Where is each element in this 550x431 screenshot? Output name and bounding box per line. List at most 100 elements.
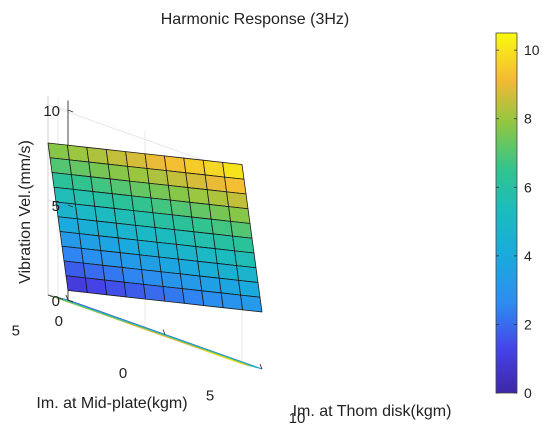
- y-tick-mark: [57, 297, 64, 300]
- surface-cell: [208, 204, 232, 222]
- surface-cell: [75, 203, 98, 222]
- surface-cell: [152, 212, 175, 231]
- surface-cell: [191, 216, 214, 235]
- y-tick-mark: [47, 294, 54, 298]
- colorbar-tick-label: 10: [524, 42, 540, 58]
- surface-cell: [63, 260, 86, 279]
- surface-cell: [81, 247, 104, 266]
- surface-cell: [141, 269, 164, 287]
- surface-cell: [197, 260, 220, 279]
- x-tick-label: 5: [206, 388, 214, 405]
- surface-cell: [212, 233, 236, 252]
- surface-cell: [179, 273, 203, 292]
- z-tick-mark: [67, 109, 74, 113]
- surface-cell: [158, 256, 181, 275]
- x-tick-mark: [65, 294, 69, 301]
- contour-line: [203, 349, 244, 365]
- surface-cell: [71, 174, 94, 192]
- surface-cell: [171, 214, 195, 233]
- surface-cell: [160, 271, 183, 290]
- surface-cell: [214, 248, 238, 267]
- surface-cell: [59, 231, 82, 249]
- surface-cell: [83, 262, 106, 281]
- surface-cell: [224, 176, 247, 195]
- surface-cell: [127, 165, 150, 184]
- surface-cell: [143, 283, 166, 302]
- colorbar-ticks: 0 2 4 6 8 10: [496, 42, 540, 401]
- surface-cell: [85, 277, 108, 296]
- floor-contours: [47, 294, 263, 370]
- y-tick-mark: [67, 299, 74, 303]
- surface-cell: [210, 218, 234, 237]
- x-tick-mark: [259, 363, 263, 370]
- surface-cell: [105, 149, 128, 167]
- surface-cell: [146, 168, 169, 186]
- surface-cell: [119, 252, 143, 271]
- surface-cell: [90, 176, 113, 195]
- surface-cell: [222, 161, 245, 180]
- surface-cell: [240, 294, 263, 313]
- surface-cell: [232, 235, 255, 254]
- surface-cell: [61, 245, 84, 264]
- chart-title: Harmonic Response (3Hz): [161, 11, 350, 28]
- surface-cell: [139, 254, 162, 273]
- x-tick-label: 10: [289, 410, 306, 427]
- surface-cell: [102, 264, 125, 283]
- surface-cell: [137, 239, 160, 258]
- surface-cell: [135, 224, 158, 243]
- surface-cell: [113, 208, 137, 226]
- surface-cell: [236, 265, 259, 283]
- surface-cell: [199, 275, 222, 294]
- surface-cell: [69, 159, 92, 178]
- surface-cell: [234, 250, 257, 269]
- surface-cell: [107, 163, 131, 182]
- surface-cell: [183, 157, 206, 176]
- surface-cell: [121, 267, 145, 285]
- surface-cell: [202, 159, 226, 178]
- surface-cell: [193, 231, 216, 250]
- x-tick-label: 0: [119, 365, 127, 382]
- surface-cell: [165, 170, 189, 188]
- surface-cell: [228, 206, 251, 224]
- y-tick-label: 5: [12, 323, 20, 340]
- surface-cell: [187, 187, 210, 205]
- y-tick-label: 0: [55, 313, 63, 330]
- surface-cell: [150, 197, 173, 216]
- surface-cell: [133, 210, 156, 228]
- colorbar-tick-label: 4: [524, 248, 532, 264]
- surface-cell: [163, 155, 187, 174]
- surface-cell: [185, 172, 208, 191]
- surface-cell: [115, 222, 139, 241]
- surface-cell: [67, 144, 90, 163]
- surface-cell: [77, 218, 100, 237]
- y-axis-label: Im. at Mid-plate(kgm): [36, 395, 187, 412]
- surface-cell: [86, 146, 109, 165]
- surface-cell: [206, 189, 230, 208]
- z-tick-label: 0: [52, 293, 60, 310]
- surface-cell: [123, 281, 147, 300]
- surface-cell: [218, 277, 242, 296]
- x-axis-label: Im. at Thom disk(kgm): [293, 403, 452, 420]
- surface-mesh: [47, 142, 263, 313]
- surface-cell: [226, 191, 249, 210]
- surface-cell: [230, 220, 253, 239]
- surface-cell: [220, 292, 244, 311]
- surface-cell: [162, 286, 185, 304]
- surface-cell: [181, 288, 205, 306]
- surface-cell: [57, 216, 80, 235]
- surface-cell: [92, 191, 115, 209]
- surface-cell: [148, 182, 171, 201]
- colorbar-tick-label: 6: [524, 179, 532, 195]
- surface-cell: [189, 201, 212, 220]
- surface-cell: [129, 180, 152, 199]
- surface-cell: [104, 279, 127, 298]
- z-tick-label: 10: [43, 103, 60, 120]
- surface-cell: [47, 142, 70, 161]
- surface-cell: [49, 157, 72, 176]
- surface-cell: [195, 246, 218, 264]
- surface-cell: [238, 279, 261, 298]
- surface-cell: [117, 237, 141, 256]
- surface-cell: [111, 193, 135, 212]
- surface-cell: [175, 243, 199, 262]
- surface-cell: [201, 290, 224, 309]
